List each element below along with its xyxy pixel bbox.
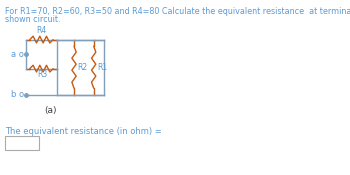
Text: b o: b o (11, 90, 24, 99)
Text: The equivalent resistance (in ohm) =: The equivalent resistance (in ohm) = (5, 127, 162, 136)
Text: R3: R3 (37, 70, 48, 79)
Text: R2: R2 (77, 63, 87, 72)
Text: For R1=70, R2=60, R3=50 and R4=80 Calculate the equivalent resistance  at termin: For R1=70, R2=60, R3=50 and R4=80 Calcul… (5, 7, 350, 16)
Text: a o: a o (12, 50, 24, 59)
Text: R1: R1 (97, 63, 107, 72)
Text: shown circuit.: shown circuit. (5, 15, 61, 24)
FancyBboxPatch shape (5, 136, 39, 150)
Text: (a): (a) (44, 106, 57, 115)
Text: R4: R4 (36, 26, 47, 35)
